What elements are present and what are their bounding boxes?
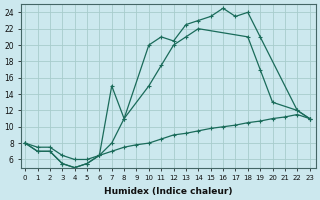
X-axis label: Humidex (Indice chaleur): Humidex (Indice chaleur): [104, 187, 233, 196]
